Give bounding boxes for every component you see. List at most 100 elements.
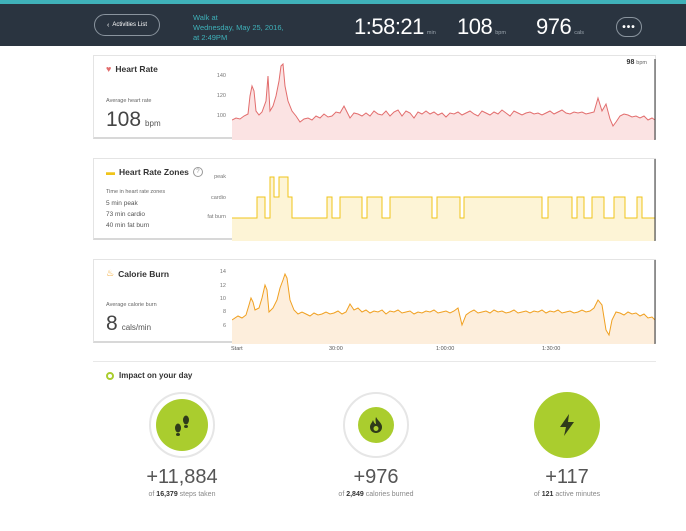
- heart-rate-zones-chart[interactable]: [232, 159, 657, 241]
- calorie-burn-subtitle: Average calorie burn: [106, 302, 157, 308]
- calorie-burn-average-unit: cals/min: [121, 323, 152, 332]
- lightning-icon: [560, 414, 574, 436]
- zones-subtitle: Time in heart rate zones: [106, 189, 166, 195]
- cal-ytick: 10: [219, 296, 226, 302]
- flame-icon: ♨: [106, 268, 115, 278]
- active-minutes-total: 121: [541, 491, 554, 498]
- more-options-button[interactable]: •••: [616, 17, 642, 37]
- walk-line-1: Walk at: [193, 13, 218, 22]
- calories-caption: of 2,849 calories burned: [316, 491, 436, 498]
- calorie-burn-average-value: 8: [106, 312, 118, 335]
- target-icon: [106, 371, 114, 380]
- hr-current-value: 98: [626, 59, 635, 66]
- steps-caption: of 16,379 steps taken: [122, 491, 242, 498]
- back-label: Activities List: [112, 22, 148, 28]
- heart-icon: ♥: [106, 64, 112, 74]
- zone-ylabel: cardio: [211, 195, 226, 201]
- cal-ytick: 8: [222, 309, 226, 315]
- impact-title-text: Impact on your day: [119, 371, 193, 380]
- calorie-burn-card: ♨ Calorie Burn Average calorie burn 8 ca…: [93, 259, 657, 344]
- x-tick-start: Start: [231, 346, 243, 352]
- duration-unit: min: [426, 30, 436, 36]
- activities-list-button[interactable]: ‹ Activities List: [94, 14, 160, 36]
- calories-ring: [343, 392, 409, 458]
- heart-rate-subtitle: Average heart rate: [106, 98, 152, 104]
- steps-label: steps taken: [179, 491, 216, 498]
- walk-line-2: Wednesday, May 25, 2016,: [193, 23, 284, 32]
- walk-line-3: at 2:49PM: [193, 33, 228, 42]
- hr-current-readout: 98 bpm: [627, 59, 647, 66]
- calorie-burn-average: 8 cals/min: [106, 312, 151, 336]
- heart-rate-title-text: Heart Rate: [115, 64, 158, 74]
- steps-total: 16,379: [156, 491, 178, 498]
- bpm-stat: 108 bpm: [457, 14, 506, 40]
- zones-title: ▬ Heart Rate Zones ?: [106, 167, 203, 177]
- zones-line: [232, 176, 655, 219]
- heart-rate-average: 108 bpm: [106, 108, 161, 132]
- zones-area: [232, 177, 655, 241]
- cal-ytick: 6: [222, 323, 226, 329]
- calories-impact-value: +976: [353, 466, 399, 488]
- more-icon: •••: [622, 21, 636, 33]
- calories-total: 2,849: [346, 491, 364, 498]
- calorie-burn-title-text: Calorie Burn: [118, 268, 170, 279]
- zone-ylabel: peak: [214, 174, 226, 180]
- heart-rate-card: ♥ Heart Rate Average heart rate 108 bpm …: [93, 55, 657, 140]
- hr-ytick: 140: [216, 73, 226, 79]
- zones-icon: ▬: [106, 167, 115, 177]
- help-icon[interactable]: ?: [192, 167, 203, 177]
- section-divider: [93, 361, 656, 362]
- x-tick-90: 1:30:00: [542, 346, 561, 352]
- activity-header: ‹ Activities List Walk at Wednesday, May…: [0, 0, 686, 46]
- impact-title: Impact on your day: [106, 371, 192, 380]
- calorie-burn-chart[interactable]: [232, 260, 657, 344]
- hr-ytick: 100: [216, 113, 226, 119]
- calorie-line: [232, 272, 656, 337]
- zone-ylabel: fat burn: [207, 214, 226, 220]
- zone-fatburn-line: 40 min fat burn: [106, 222, 150, 229]
- calorie-burn-title: ♨ Calorie Burn: [106, 268, 169, 279]
- duration-value: 1:58:21: [354, 14, 424, 39]
- heart-rate-average-value: 108: [106, 108, 142, 131]
- active-minutes-label: active minutes: [555, 491, 601, 498]
- bpm-value: 108: [457, 14, 493, 39]
- footprints-icon: [175, 415, 189, 436]
- impact-active-minutes[interactable]: +117 of 121 active minutes: [507, 392, 627, 498]
- hr-current-unit: bpm: [636, 60, 647, 66]
- zones-title-text: Heart Rate Zones: [119, 167, 189, 177]
- calories-label: calories burned: [365, 491, 414, 498]
- active-minutes-ring: [534, 392, 600, 458]
- heart-rate-area: [232, 64, 655, 140]
- calories-of: of: [338, 491, 345, 498]
- heart-rate-zones-card: ▬ Heart Rate Zones ? Time in heart rate …: [93, 158, 657, 241]
- calories-value: 976: [536, 14, 572, 39]
- x-tick-30: 30:00: [329, 346, 343, 352]
- calories-unit: cals: [574, 30, 584, 36]
- calorie-area: [232, 274, 655, 344]
- cal-ytick: 12: [219, 283, 226, 289]
- calories-ring-fill: [358, 407, 394, 443]
- walk-title: Walk at Wednesday, May 25, 2016, at 2:49…: [193, 13, 303, 43]
- steps-ring-fill: [156, 399, 208, 451]
- calories-stat: 976 cals: [536, 14, 584, 40]
- zone-peak-line: 5 min peak: [106, 200, 138, 207]
- steps-of: of: [148, 491, 155, 498]
- cal-ytick: 14: [219, 269, 226, 275]
- impact-steps[interactable]: +11,884 of 16,379 steps taken: [122, 392, 242, 498]
- duration-stat: 1:58:21 min: [354, 14, 436, 40]
- flame-icon: [370, 417, 382, 433]
- bpm-unit: bpm: [495, 30, 506, 36]
- steps-ring: [149, 392, 215, 458]
- heart-rate-title: ♥ Heart Rate: [106, 64, 158, 74]
- impact-calories[interactable]: +976 of 2,849 calories burned: [316, 392, 436, 498]
- zone-cardio-line: 73 min cardio: [106, 211, 146, 218]
- heart-rate-line: [232, 62, 656, 127]
- active-minutes-value: +117: [545, 466, 589, 488]
- x-tick-60: 1:00:00: [436, 346, 455, 352]
- heart-rate-average-unit: bpm: [145, 119, 161, 128]
- active-minutes-caption: of 121 active minutes: [507, 491, 627, 498]
- chevron-left-icon: ‹: [106, 21, 110, 29]
- heart-rate-chart[interactable]: [232, 56, 657, 140]
- steps-value: +11,884: [146, 466, 218, 488]
- active-minutes-of: of: [533, 491, 540, 498]
